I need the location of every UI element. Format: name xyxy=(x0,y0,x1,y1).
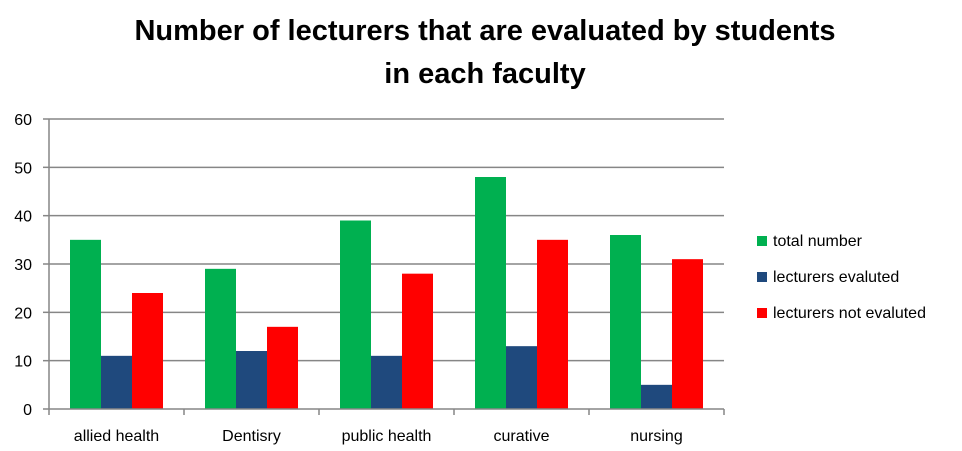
x-tick-label-nursing: nursing xyxy=(630,428,682,445)
legend-label-1: total number xyxy=(773,233,863,250)
bar-public-health-series-1 xyxy=(340,220,371,409)
bar-dentisry-series-2 xyxy=(236,351,267,409)
y-tick-label-30: 30 xyxy=(14,257,32,274)
bar-allied-health-series-2 xyxy=(101,355,132,409)
bar-curative-series-2 xyxy=(506,346,537,409)
chart-title-line-1: Number of lecturers that are evaluated b… xyxy=(134,15,836,47)
bar-public-health-series-2 xyxy=(371,355,402,409)
bar-curative-series-1 xyxy=(475,177,506,409)
bar-dentisry-series-3 xyxy=(267,326,298,409)
bar-allied-health-series-1 xyxy=(70,239,101,409)
y-tick-label-50: 50 xyxy=(14,160,32,177)
legend-swatch-3 xyxy=(757,308,767,318)
y-tick-label-20: 20 xyxy=(14,305,32,322)
legend-label-3: lecturers not evaluted xyxy=(773,305,926,322)
y-tick-label-60: 60 xyxy=(14,112,32,129)
bar-allied-health-series-3 xyxy=(132,293,163,409)
bar-curative-series-3 xyxy=(537,239,568,409)
x-tick-label-public-health: public health xyxy=(342,428,432,445)
bar-nursing-series-1 xyxy=(610,235,641,409)
chart-title-line-2: in each faculty xyxy=(384,58,586,90)
legend-swatch-2 xyxy=(757,272,767,282)
x-tick-label-curative: curative xyxy=(493,428,549,445)
bar-dentisry-series-1 xyxy=(205,268,236,409)
y-tick-label-0: 0 xyxy=(23,402,32,419)
x-tick-label-dentisry: Dentisry xyxy=(222,428,281,445)
bars xyxy=(70,177,703,409)
x-tick-label-allied-health: allied health xyxy=(74,428,159,445)
bar-nursing-series-2 xyxy=(641,384,672,409)
axes: 0 10 20 30 40 50 60 allied health Dentisry public… xyxy=(14,112,725,445)
legend-label-2: lecturers evaluted xyxy=(773,269,899,286)
legend: total number lecturers evaluted lecturers … xyxy=(757,233,926,322)
bar-nursing-series-3 xyxy=(672,259,703,409)
y-tick-label-40: 40 xyxy=(14,209,32,226)
chart-title: Number of lecturers that are evaluated b… xyxy=(0,10,962,96)
legend-swatch-1 xyxy=(757,236,767,246)
bar-public-health-series-3 xyxy=(402,273,433,409)
y-tick-label-10: 10 xyxy=(14,354,32,371)
